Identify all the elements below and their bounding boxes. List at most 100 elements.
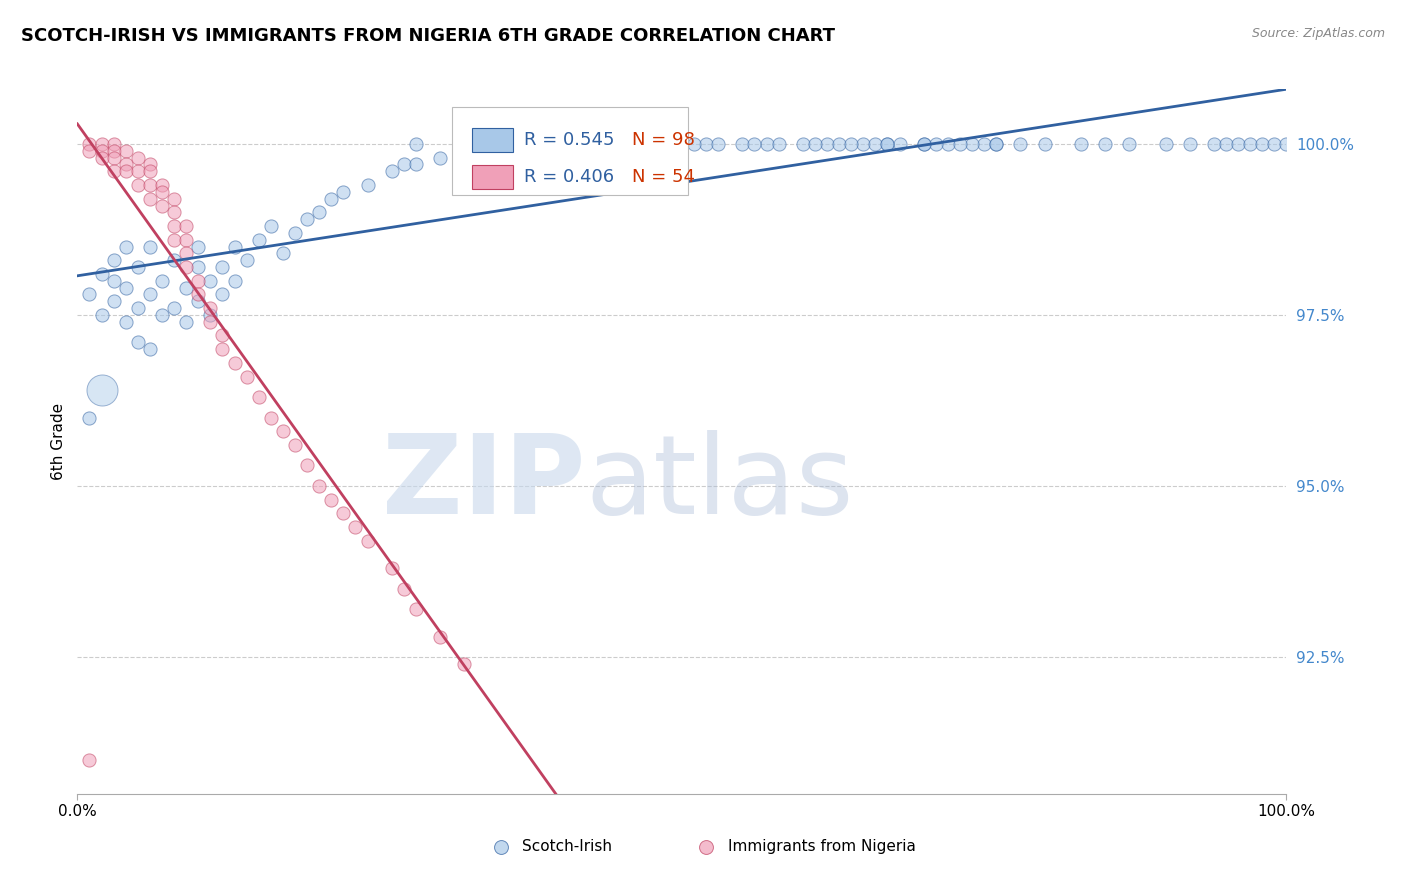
Point	[405, 602, 427, 616]
Point	[321, 492, 343, 507]
Point	[200, 308, 222, 322]
Point	[550, 136, 572, 151]
Point	[235, 253, 257, 268]
Point	[114, 144, 136, 158]
Text: atlas: atlas	[585, 430, 853, 537]
Point	[150, 308, 173, 322]
Point	[103, 164, 125, 178]
Point	[610, 136, 633, 151]
Point	[1215, 136, 1237, 151]
Point	[79, 287, 101, 301]
Point	[139, 178, 162, 192]
Point	[586, 136, 609, 151]
Point	[139, 239, 162, 253]
Point	[127, 301, 149, 315]
Point	[502, 136, 524, 151]
FancyBboxPatch shape	[453, 107, 688, 194]
Point	[174, 246, 197, 260]
Point	[90, 383, 112, 397]
Point	[79, 136, 101, 151]
Point	[79, 144, 101, 158]
Point	[598, 136, 620, 151]
Point	[150, 274, 173, 288]
Point	[200, 301, 222, 315]
Point	[381, 561, 404, 575]
Point	[260, 219, 283, 233]
Point	[163, 253, 186, 268]
Point	[187, 294, 209, 309]
Point	[139, 342, 162, 356]
Point	[200, 274, 222, 288]
Point	[925, 136, 948, 151]
Point	[308, 205, 330, 219]
Point	[321, 192, 343, 206]
Point	[1202, 136, 1225, 151]
Point	[768, 136, 790, 151]
Point	[174, 280, 197, 294]
Point	[114, 315, 136, 329]
Text: R = 0.406: R = 0.406	[523, 169, 613, 186]
Point	[804, 136, 827, 151]
Point	[683, 136, 706, 151]
Text: R = 0.545: R = 0.545	[523, 131, 614, 149]
Point	[150, 178, 173, 192]
Text: SCOTCH-IRISH VS IMMIGRANTS FROM NIGERIA 6TH GRADE CORRELATION CHART: SCOTCH-IRISH VS IMMIGRANTS FROM NIGERIA …	[21, 27, 835, 45]
Point	[1094, 136, 1116, 151]
Point	[1251, 136, 1274, 151]
Point	[163, 192, 186, 206]
Point	[1154, 136, 1177, 151]
Point	[876, 136, 898, 151]
Point	[224, 274, 246, 288]
Point	[392, 582, 415, 596]
Point	[453, 136, 475, 151]
Point	[200, 315, 222, 329]
Point	[865, 136, 887, 151]
Point	[139, 164, 162, 178]
Point	[139, 157, 162, 171]
Point	[127, 151, 149, 165]
Point	[889, 136, 911, 151]
Point	[936, 136, 959, 151]
Point	[405, 136, 427, 151]
Point	[707, 136, 730, 151]
Point	[103, 136, 125, 151]
Point	[986, 136, 1008, 151]
Point	[187, 287, 209, 301]
Point	[744, 136, 766, 151]
Point	[429, 151, 451, 165]
Point	[127, 164, 149, 178]
Point	[163, 301, 186, 315]
Point	[295, 458, 318, 473]
Point	[381, 164, 404, 178]
Point	[271, 424, 294, 438]
Point	[90, 267, 112, 281]
Text: Scotch-Irish: Scotch-Irish	[522, 839, 612, 855]
Point	[235, 369, 257, 384]
Point	[671, 136, 693, 151]
Point	[815, 136, 838, 151]
Point	[103, 294, 125, 309]
Point	[828, 136, 851, 151]
Point	[247, 390, 270, 404]
Point	[224, 356, 246, 370]
Point	[90, 151, 112, 165]
Point	[163, 205, 186, 219]
Point	[1263, 136, 1285, 151]
Point	[356, 533, 378, 548]
Y-axis label: 6th Grade: 6th Grade	[51, 403, 66, 480]
Point	[792, 136, 814, 151]
Point	[405, 157, 427, 171]
Point	[284, 438, 307, 452]
Point	[295, 212, 318, 227]
Point	[150, 185, 173, 199]
Point	[187, 274, 209, 288]
Point	[127, 178, 149, 192]
Point	[174, 219, 197, 233]
Point	[912, 136, 935, 151]
Point	[224, 239, 246, 253]
Point	[174, 233, 197, 247]
Point	[1275, 136, 1298, 151]
Point	[453, 657, 475, 671]
FancyBboxPatch shape	[471, 165, 513, 189]
Point	[1070, 136, 1092, 151]
